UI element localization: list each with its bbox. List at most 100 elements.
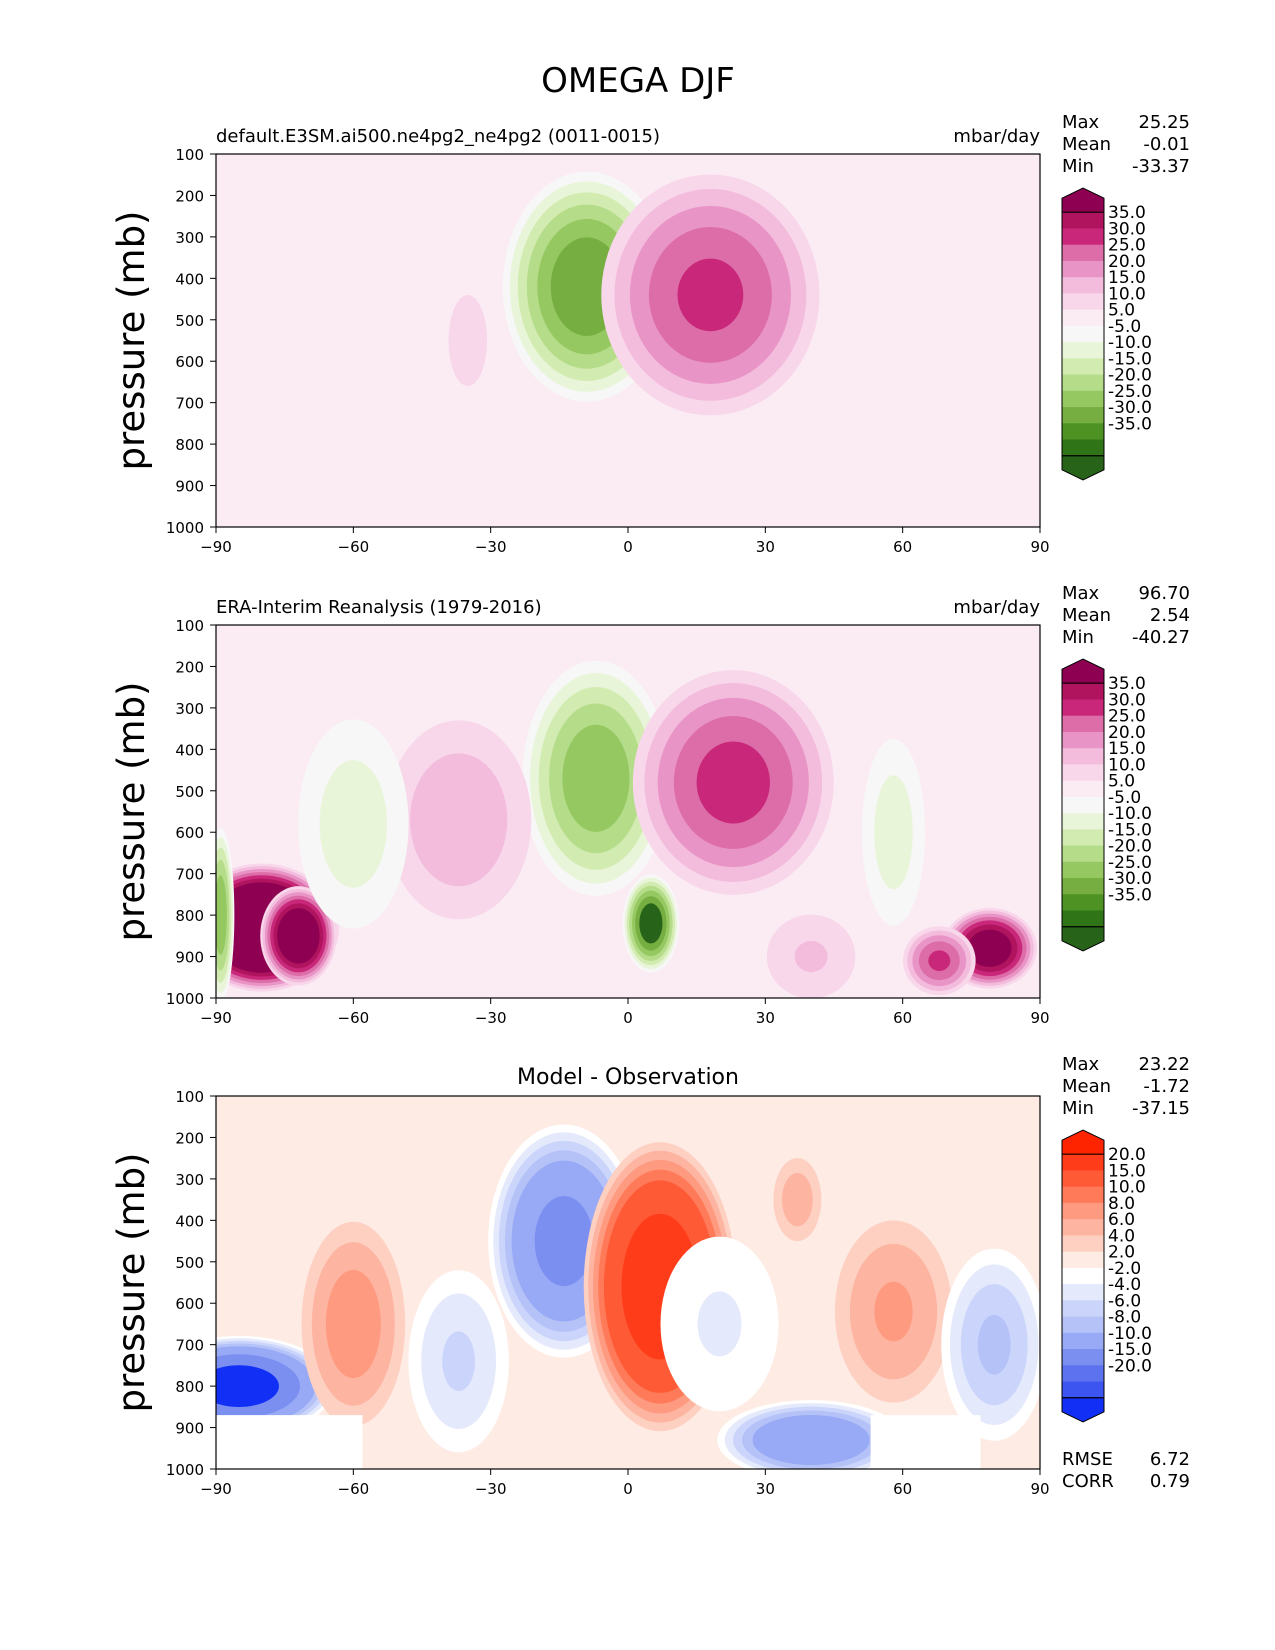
colorbar-segment [1062, 731, 1104, 749]
x-tick-label: −30 [475, 1009, 507, 1027]
y-tick-label: 500 [175, 312, 204, 330]
colorbar-tick-label: -10.0 [1108, 804, 1152, 824]
y-tick-label: 400 [175, 270, 204, 288]
contour-feature-8 [385, 720, 532, 920]
colorbar-segment [1062, 244, 1104, 262]
contour-band [448, 294, 488, 387]
colorbar-tick-label: -15.0 [1108, 1340, 1152, 1360]
contour-feature-7 [717, 1400, 905, 1469]
stat-label: Max [1062, 112, 1100, 133]
contour-feature-7 [902, 926, 976, 996]
contour-feature-5 [834, 1220, 953, 1403]
colorbar-segment [1062, 293, 1104, 311]
x-tick-label: −30 [475, 538, 507, 556]
colorbar-segment [1062, 260, 1104, 278]
colorbar-segment [1062, 1186, 1104, 1204]
stat-value: 23.22 [1138, 1054, 1190, 1075]
colorbar-extend-max [1061, 1129, 1105, 1155]
colorbar-segment [1062, 748, 1104, 765]
y-tick-label: 500 [175, 783, 204, 801]
colorbar-segment [1062, 1349, 1104, 1366]
contour-band [216, 875, 227, 955]
colorbar: 20.015.010.08.06.04.02.0-2.0-4.0-6.0-8.0… [1061, 1129, 1152, 1423]
figure-title: OMEGA DJF [541, 61, 735, 101]
units-label: mbar/day [953, 597, 1040, 618]
x-tick-label: 90 [1030, 538, 1049, 556]
contour-band [216, 1365, 279, 1407]
colorbar-tick-label: 20.0 [1108, 723, 1146, 743]
colorbar-tick-label: -25.0 [1108, 853, 1152, 873]
colorbar-tick-label: -8.0 [1108, 1308, 1141, 1328]
panel-title: ERA-Interim Reanalysis (1979-2016) [216, 597, 542, 618]
contour-band [794, 940, 828, 973]
x-tick-label: 60 [893, 538, 912, 556]
colorbar-tick-label: -35.0 [1108, 885, 1152, 905]
colorbar-segment [1062, 1381, 1104, 1399]
colorbar-segment [1062, 861, 1104, 879]
contour-feature-2 [601, 174, 820, 416]
colorbar-tick-label: -6.0 [1108, 1291, 1141, 1311]
contour-band [752, 1415, 870, 1465]
colorbar-segment [1062, 796, 1104, 814]
contour-feature-9 [298, 719, 409, 929]
stat-label: Mean [1062, 1076, 1111, 1097]
y-tick-label: 400 [175, 741, 204, 759]
contour-feature-10 [861, 738, 926, 926]
contour-feature-2 [622, 874, 680, 973]
y-axis-label: pressure (mb) [110, 682, 153, 942]
colorbar-segment [1062, 358, 1104, 376]
y-tick-label: 600 [175, 1295, 204, 1313]
colorbar-segment [1062, 683, 1104, 700]
stat-value: 96.70 [1138, 583, 1190, 604]
colorbar-extend-max [1061, 658, 1105, 684]
contour-feature-5 [260, 886, 337, 986]
colorbar-tick-label: 15.0 [1108, 1161, 1146, 1181]
contour-band [967, 929, 1012, 967]
stat-value: -33.37 [1132, 156, 1190, 177]
y-tick-label: 900 [175, 478, 204, 496]
colorbar-tick-label: 15.0 [1108, 739, 1146, 759]
colorbar-tick-label: -4.0 [1108, 1275, 1141, 1295]
x-tick-label: 90 [1030, 1480, 1049, 1498]
colorbar-segment [1062, 910, 1104, 928]
colorbar-segment [1062, 228, 1104, 246]
contour-feature-3 [448, 294, 488, 387]
stat-label: Max [1062, 583, 1100, 604]
contour-band [277, 908, 320, 964]
colorbar-tick-label: 10.0 [1108, 755, 1146, 775]
y-tick-label: 900 [175, 949, 204, 967]
y-tick-label: 1000 [166, 519, 204, 537]
colorbar-segment [1062, 715, 1104, 733]
panel-title: default.E3SM.ai500.ne4pg2_ne4pg2 (0011-0… [216, 126, 660, 147]
colorbar-segment [1062, 390, 1104, 408]
x-tick-label: 30 [756, 538, 775, 556]
colorbar-tick-label: -35.0 [1108, 414, 1152, 434]
y-tick-label: 200 [175, 187, 204, 205]
colorbar-tick-label: 35.0 [1108, 674, 1146, 694]
stat-label: Min [1062, 1098, 1094, 1119]
y-tick-label: 1000 [166, 990, 204, 1008]
colorbar-extend-min [1061, 926, 1105, 952]
contour-band [562, 724, 630, 832]
y-tick-label: 700 [175, 1337, 204, 1355]
x-tick-label: −60 [338, 1480, 370, 1498]
y-tick-label: 200 [175, 658, 204, 676]
colorbar-segment [1062, 309, 1104, 327]
colorbar-tick-label: -25.0 [1108, 382, 1152, 402]
colorbar-segment [1062, 212, 1104, 229]
colorbar-tick-label: 15.0 [1108, 268, 1146, 288]
contour-band [442, 1331, 476, 1392]
y-axis-label: pressure (mb) [110, 1153, 153, 1413]
colorbar-tick-label: 20.0 [1108, 252, 1146, 272]
colorbar-tick-label: 10.0 [1108, 284, 1146, 304]
colorbar-segment [1062, 829, 1104, 847]
stat-label: Mean [1062, 605, 1111, 626]
colorbar-frame [1061, 682, 1105, 928]
colorbar-segment [1062, 1202, 1104, 1220]
y-tick-label: 300 [175, 700, 204, 718]
colorbar-segment [1062, 845, 1104, 863]
